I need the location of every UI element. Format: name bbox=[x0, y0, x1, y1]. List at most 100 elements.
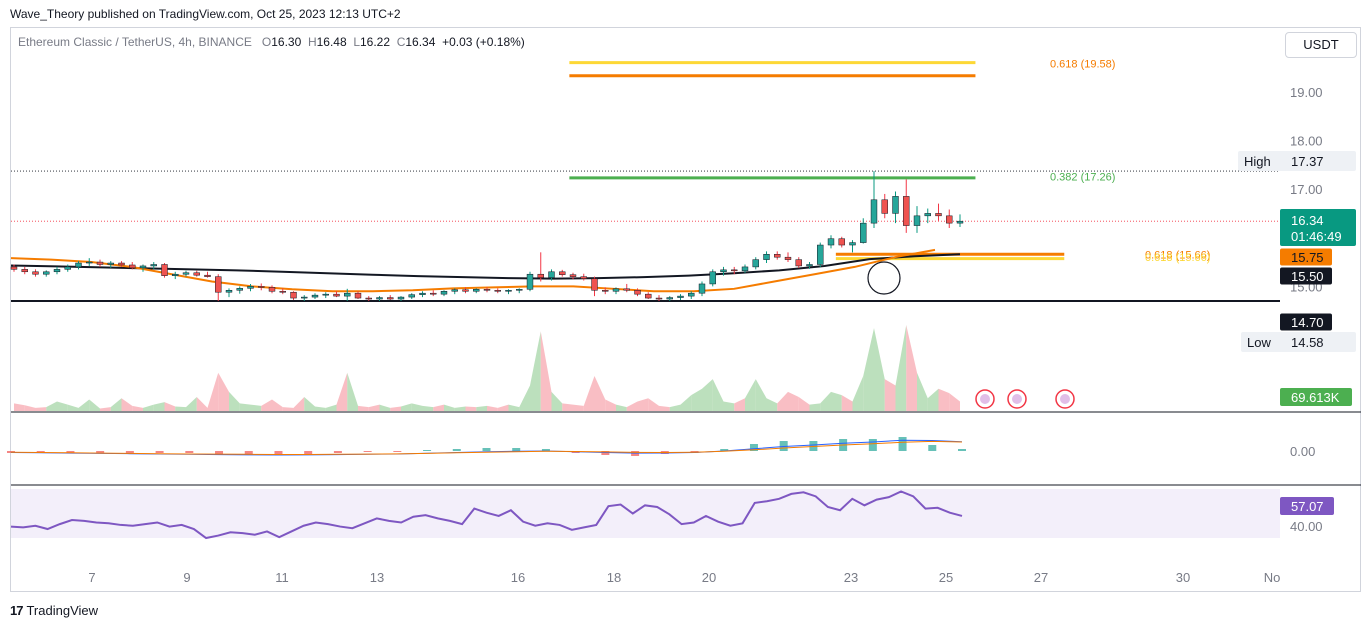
candle bbox=[774, 254, 781, 258]
volume-area bbox=[637, 398, 649, 411]
candle bbox=[268, 287, 276, 292]
macd-histogram-bar bbox=[215, 451, 224, 454]
candle bbox=[946, 215, 953, 224]
tradingview-logo-text: TradingView bbox=[26, 603, 99, 618]
candle bbox=[849, 242, 856, 246]
candle bbox=[935, 213, 942, 217]
legend-symbol: Ethereum Classic / TetherUS, 4h, BINANCE bbox=[18, 35, 252, 49]
volume-area bbox=[368, 404, 380, 411]
candle bbox=[43, 271, 50, 275]
macd-histogram-bar bbox=[66, 451, 75, 453]
volume-area bbox=[143, 404, 154, 411]
macd-histogram-bar bbox=[244, 451, 253, 455]
tradingview-logo[interactable]: 17 TradingView bbox=[10, 603, 98, 618]
candle bbox=[763, 254, 770, 260]
candle bbox=[752, 259, 759, 268]
macd-histogram-bar bbox=[7, 451, 15, 453]
candle bbox=[32, 271, 39, 275]
volume-area bbox=[229, 391, 240, 411]
ema50-price-label-box bbox=[1280, 248, 1332, 266]
us-flag-icon bbox=[980, 394, 990, 404]
ema50-price-label: 15.75 bbox=[1291, 250, 1324, 265]
macd-histogram-bar bbox=[274, 451, 283, 455]
candle bbox=[623, 288, 630, 291]
volume-area bbox=[379, 404, 391, 411]
legend-close-label: C bbox=[396, 35, 406, 49]
candle bbox=[645, 293, 652, 299]
volume-area bbox=[583, 375, 595, 411]
candle bbox=[21, 269, 28, 273]
candle bbox=[172, 273, 179, 276]
volume-area bbox=[755, 379, 767, 411]
x-tick-label: 27 bbox=[1034, 570, 1048, 585]
candle bbox=[473, 289, 480, 292]
fib-label: 0.382 (17.26) bbox=[1050, 171, 1115, 183]
candle bbox=[784, 256, 792, 260]
candle bbox=[827, 238, 835, 246]
volume-area bbox=[347, 372, 358, 411]
volume-area bbox=[476, 405, 487, 411]
low-value: 14.58 bbox=[1291, 335, 1324, 350]
candle bbox=[387, 297, 394, 300]
volume-area bbox=[906, 324, 917, 411]
candle bbox=[526, 273, 534, 290]
volume-area bbox=[519, 385, 530, 411]
x-tick-label: 7 bbox=[88, 570, 95, 585]
volume-area bbox=[938, 388, 950, 411]
candle bbox=[817, 244, 824, 265]
x-tick-label: 23 bbox=[844, 570, 858, 585]
candle bbox=[709, 271, 716, 285]
volume-area bbox=[207, 372, 219, 411]
candle bbox=[913, 215, 921, 226]
candle bbox=[322, 293, 329, 296]
candle bbox=[559, 271, 566, 275]
x-tick-label: 18 bbox=[607, 570, 621, 585]
candle bbox=[182, 272, 190, 275]
volume-area bbox=[24, 405, 36, 411]
candle bbox=[698, 283, 706, 294]
candle bbox=[290, 291, 297, 299]
volume-label: 69.613K bbox=[1291, 390, 1340, 405]
volume-area bbox=[100, 407, 111, 411]
candle bbox=[354, 292, 362, 299]
x-tick-label: 16 bbox=[511, 570, 525, 585]
candle bbox=[655, 297, 663, 300]
legend-low-label: L bbox=[353, 35, 360, 49]
candle bbox=[580, 276, 587, 279]
candle bbox=[150, 264, 157, 267]
rsi-tick-label: 40.00 bbox=[1290, 519, 1323, 534]
volume-area bbox=[551, 391, 563, 411]
rsi-label: 57.07 bbox=[1291, 499, 1324, 514]
candle bbox=[602, 290, 609, 292]
y-tick-label: 17.00 bbox=[1290, 182, 1323, 197]
x-tick-label: No bbox=[1264, 570, 1281, 585]
volume-area bbox=[745, 379, 756, 411]
macd-histogram-bar bbox=[393, 451, 402, 452]
volume-area bbox=[153, 402, 165, 411]
volume-area bbox=[325, 404, 337, 411]
macd-histogram-bar bbox=[898, 437, 907, 451]
volume-area bbox=[927, 388, 939, 411]
volume-area bbox=[659, 405, 670, 411]
volume-area bbox=[594, 375, 606, 411]
support-price-label: 14.70 bbox=[1291, 315, 1324, 330]
macd-histogram-bar bbox=[333, 451, 342, 453]
candle bbox=[397, 296, 405, 300]
macd-histogram-bar bbox=[125, 451, 134, 453]
volume-area bbox=[573, 404, 584, 411]
current-price-label: 16.34 bbox=[1291, 213, 1324, 228]
volume-area bbox=[336, 372, 348, 411]
candle bbox=[634, 290, 641, 295]
volume-area bbox=[712, 379, 724, 411]
macd-histogram-bar bbox=[304, 451, 313, 454]
candle bbox=[53, 269, 61, 273]
volume-area bbox=[186, 396, 197, 411]
volume-area bbox=[175, 406, 186, 411]
support-price-label-box bbox=[1280, 313, 1332, 331]
macd-histogram-bar bbox=[185, 451, 194, 453]
currency-button[interactable]: USDT bbox=[1285, 32, 1357, 58]
volume-label-box bbox=[1280, 388, 1352, 406]
volume-area bbox=[411, 403, 423, 411]
macd-histogram-bar bbox=[512, 448, 521, 451]
